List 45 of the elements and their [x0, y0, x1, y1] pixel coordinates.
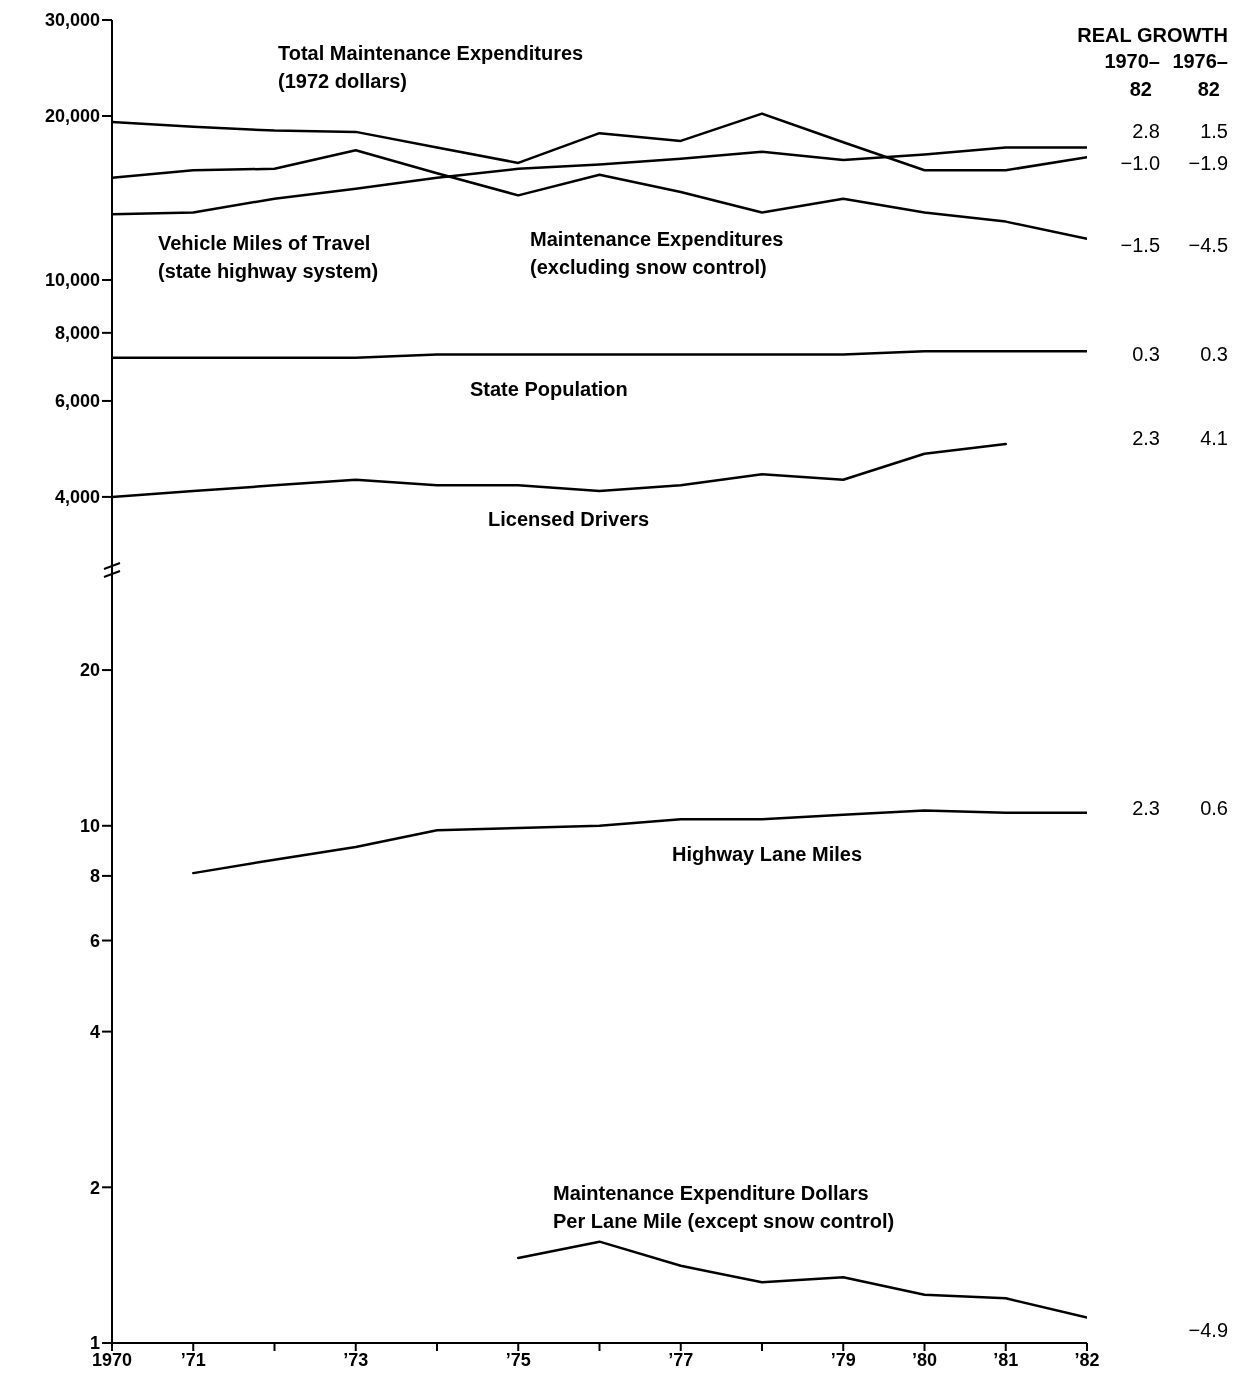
text: 0.6	[1200, 797, 1228, 819]
text: 0.3	[1132, 343, 1160, 365]
text: 1.5	[1200, 120, 1228, 142]
text: 2.3	[1132, 427, 1160, 449]
x-tick-label: ’77	[668, 1349, 694, 1370]
y-tick-label: 4,000	[54, 487, 100, 508]
text: 4.1	[1200, 427, 1228, 449]
x-tick-label: ’75	[505, 1349, 531, 1370]
x-tick-label: ’81	[993, 1349, 1019, 1370]
text: 1970–82	[1104, 50, 1160, 100]
y-tick-label: 10	[79, 816, 100, 837]
text: −1.9	[1188, 152, 1228, 174]
y-tick-label: 8,000	[54, 323, 100, 344]
text: 0.3	[1200, 343, 1228, 365]
y-tick-label: 4	[89, 1021, 100, 1042]
y-tick-label: 8	[89, 866, 100, 887]
series-label: Licensed Drivers	[488, 508, 650, 530]
text: −4.9	[1188, 1319, 1228, 1341]
text: 2.8	[1132, 120, 1160, 142]
series-label: State Population	[470, 378, 628, 400]
text: −4.5	[1188, 234, 1228, 256]
text: 1976–82	[1172, 50, 1228, 100]
x-tick-label: ’73	[343, 1349, 369, 1370]
y-tick-label: 6,000	[54, 391, 100, 412]
line-series	[517, 1240, 1087, 1319]
series-label: Maintenance Expenditures (excluding snow control)	[530, 228, 784, 278]
annotation: REAL GROWTH	[1077, 24, 1228, 46]
y-tick-label: 10,000	[44, 270, 100, 291]
x-tick-label: ’71	[180, 1349, 206, 1370]
text: −1.0	[1120, 152, 1160, 174]
text: −1.5	[1120, 234, 1160, 256]
y-tick-label: 20,000	[44, 106, 100, 127]
series-label: Highway Lane Miles	[672, 843, 863, 865]
y-tick-label: 6	[89, 930, 100, 951]
x-tick-label: ’80	[911, 1349, 938, 1370]
series-label: Maintenance Expenditure Dollars Per Lane Mile (except snow control)	[553, 1182, 895, 1232]
text: 2.3	[1132, 797, 1160, 819]
y-tick-label: 30,000	[44, 10, 100, 31]
y-tick-label: 2	[89, 1177, 100, 1198]
x-tick-label: ’79	[830, 1349, 856, 1370]
y-tick-label: 20	[79, 660, 100, 681]
line-series	[192, 809, 1087, 875]
x-tick-label: ’82	[1074, 1349, 1100, 1370]
series-label: Total Maintenance Expenditures (1972 dollars)	[278, 42, 584, 92]
series-label: Vehicle Miles of Travel (state highway system)	[158, 232, 379, 282]
